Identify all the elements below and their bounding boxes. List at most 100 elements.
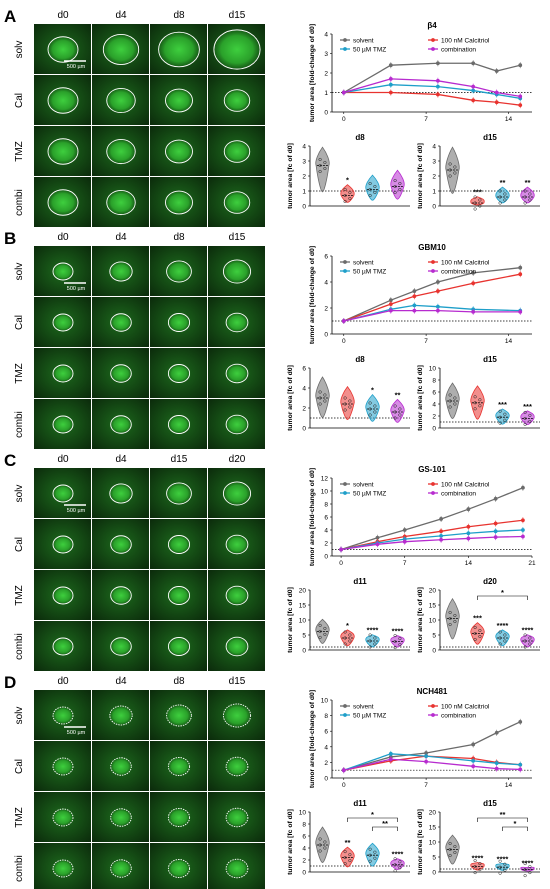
data-point	[393, 410, 397, 414]
data-point	[318, 402, 322, 406]
tumor-outline	[223, 191, 251, 214]
data-point	[318, 163, 322, 168]
data-point	[398, 187, 402, 192]
data-point	[528, 419, 532, 423]
y-tick-label: 5	[432, 633, 436, 640]
tumor-outline	[225, 858, 249, 879]
data-point	[523, 195, 527, 199]
data-point	[466, 524, 471, 529]
tumor-outline	[165, 88, 193, 113]
data-point	[498, 630, 502, 634]
data-point	[435, 61, 440, 66]
significance-bracket	[502, 826, 528, 831]
significance-label: ****	[472, 853, 484, 862]
data-point	[448, 622, 452, 627]
data-point	[393, 869, 397, 873]
data-point	[453, 619, 457, 624]
violin-shape	[445, 597, 460, 640]
y-tick-label: 0	[302, 648, 306, 655]
spheroid	[224, 89, 250, 112]
data-point	[318, 396, 322, 400]
data-point	[523, 416, 527, 420]
spheroid	[168, 364, 190, 383]
data-point	[398, 860, 402, 864]
y-tick-label: 6	[302, 834, 306, 841]
data-point	[453, 613, 457, 618]
violin-shape	[390, 858, 405, 870]
y-tick-label: 2	[302, 406, 306, 413]
legend-label: 50 µM TMZ	[353, 269, 386, 276]
line-chart: 0 2 4 6 8 10 NCH481 tumor area [fold-change of …	[309, 687, 532, 789]
legend-marker	[343, 491, 347, 495]
tumor-outline	[225, 312, 249, 333]
legend-marker	[431, 47, 435, 51]
series-line	[343, 91, 521, 106]
data-point	[318, 623, 322, 627]
data-point	[528, 636, 532, 640]
violin-shape	[365, 634, 380, 648]
tumor-outline	[167, 535, 191, 554]
data-point	[473, 401, 477, 405]
y-tick-label: 4	[302, 144, 306, 151]
spheroid	[53, 314, 73, 331]
y-tick-label: 15	[299, 603, 307, 610]
row-label: combi	[14, 189, 25, 216]
data-point	[518, 94, 523, 99]
spheroid	[168, 637, 190, 656]
spheroid	[226, 808, 248, 827]
data-point	[471, 84, 476, 89]
data-point	[368, 401, 372, 405]
violin-shape	[340, 385, 355, 421]
tumor-outline	[52, 706, 74, 725]
y-tick-label: 10	[429, 366, 437, 373]
violin-shape	[315, 376, 330, 418]
series-line	[343, 84, 521, 99]
day-label: d15	[171, 454, 188, 465]
spheroid	[109, 705, 133, 726]
spheroid	[166, 482, 192, 505]
data-point	[448, 616, 452, 621]
legend-marker	[431, 491, 435, 495]
spheroid	[106, 139, 136, 164]
y-tick-label: 20	[429, 810, 437, 817]
spheroid	[53, 809, 73, 826]
chart-title: GS-101	[418, 465, 446, 474]
significance-label: **	[345, 838, 351, 847]
y-axis-label: tumor area [fc of d0]	[417, 809, 424, 875]
tumor-outline	[52, 313, 74, 332]
data-point	[466, 536, 471, 541]
data-point	[393, 634, 397, 638]
tumor-outline	[52, 262, 74, 281]
y-axis-label: tumor area [fc of d0]	[417, 587, 424, 653]
data-point	[471, 61, 476, 66]
data-point	[318, 169, 322, 174]
legend-label: 50 µM TMZ	[353, 713, 386, 720]
x-tick-label: 14	[505, 782, 513, 789]
spheroid	[165, 89, 193, 112]
data-point	[375, 535, 380, 540]
violin-shape	[520, 186, 535, 204]
scale-bar-label: 500 µm	[67, 508, 86, 514]
y-tick-label: 0	[302, 870, 306, 877]
data-point	[368, 633, 372, 637]
legend-label: solvent	[353, 260, 374, 267]
significance-label: ***	[498, 400, 507, 409]
series-line	[343, 304, 521, 322]
row-label: TMZ	[14, 363, 25, 384]
data-point	[523, 639, 527, 643]
data-point	[343, 636, 347, 640]
data-point	[348, 853, 352, 857]
data-point	[448, 405, 452, 409]
legend-label: combination	[441, 491, 476, 498]
data-point	[448, 847, 452, 852]
y-tick-label: 2	[324, 760, 328, 767]
tumor-outline	[110, 859, 132, 878]
data-point	[435, 308, 440, 313]
tumor-outline	[225, 636, 249, 657]
data-point	[473, 865, 477, 869]
data-point	[518, 63, 523, 68]
spheroid	[110, 586, 132, 605]
series-line	[343, 309, 521, 322]
